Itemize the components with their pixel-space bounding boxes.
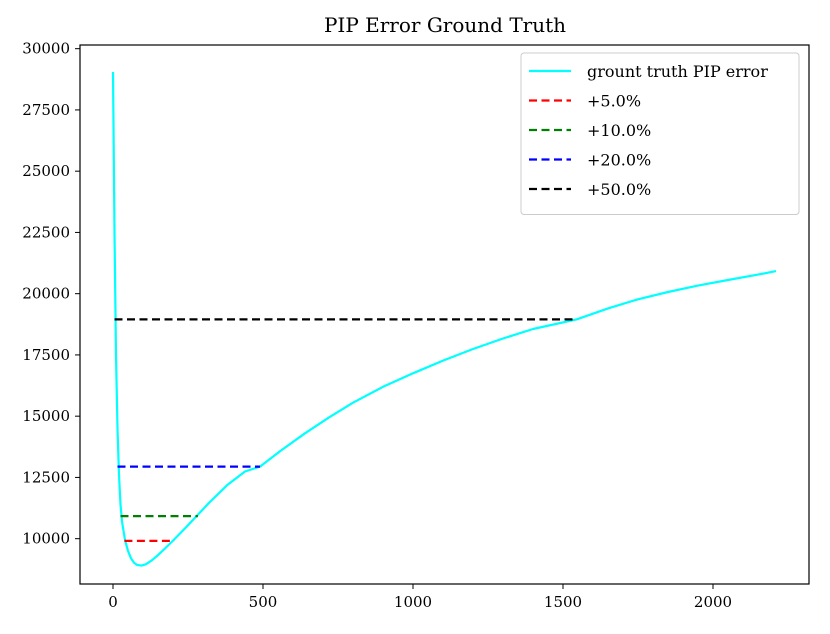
x-tick-label: 0 (108, 593, 118, 611)
legend: grount truth PIP error +5.0% +10.0% +20.0% +… (520, 52, 800, 215)
y-tick-label: 17500 (22, 346, 70, 364)
legend-label-3: +20.0% (587, 151, 651, 170)
x-tick-label: 2000 (694, 593, 732, 611)
x-tick-label: 1000 (394, 593, 432, 611)
y-tick-label: 15000 (22, 407, 70, 425)
x-tick-label: 500 (249, 593, 278, 611)
series-line-0 (111, 71, 777, 567)
x-tick-label: 1500 (544, 593, 582, 611)
legend-label-2: +10.0% (587, 121, 651, 140)
chart-title: PIP Error Ground Truth (324, 13, 566, 37)
y-tick-label: 22500 (22, 223, 70, 241)
legend-label-1: +5.0% (587, 92, 641, 111)
y-tick-label: 12500 (22, 468, 70, 486)
y-tick-label: 20000 (22, 285, 70, 303)
legend-label-0: grount truth PIP error (587, 62, 768, 81)
y-tick-label: 25000 (22, 162, 70, 180)
legend-box (520, 52, 800, 215)
y-tick-label: 30000 (22, 40, 70, 58)
legend-label-4: +50.0% (587, 180, 651, 199)
plot-frame (79, 44, 810, 585)
y-tick-label: 10000 (22, 530, 70, 548)
y-tick-label: 27500 (22, 101, 70, 119)
